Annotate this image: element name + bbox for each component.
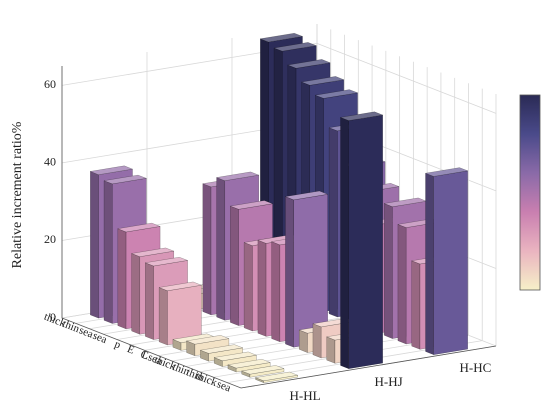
- bar-top: [130, 247, 175, 257]
- bar-side: [131, 253, 141, 335]
- bar-top: [286, 59, 332, 69]
- bar-front: [433, 170, 468, 355]
- bar-top: [144, 256, 189, 267]
- bar-side: [340, 117, 349, 370]
- axis-edge: [61, 66, 497, 389]
- bar-side: [230, 205, 239, 326]
- bar-top: [229, 200, 274, 210]
- bar-side: [158, 287, 168, 346]
- series-label: H-HL: [290, 388, 321, 403]
- bar-top: [158, 281, 203, 292]
- bar-side: [425, 172, 434, 356]
- bar-side: [103, 180, 113, 324]
- bar-top: [424, 167, 469, 177]
- bar-top: [89, 165, 134, 175]
- bar: [424, 167, 469, 356]
- bar-top: [284, 190, 329, 201]
- category-label: sea: [77, 324, 95, 340]
- bar-side: [90, 171, 99, 319]
- category-label: thin: [185, 366, 206, 384]
- bar-top: [185, 335, 230, 345]
- series-label: H-HC: [460, 360, 492, 375]
- bar-top: [199, 344, 244, 354]
- category-label: sea: [215, 378, 233, 394]
- bar: [284, 190, 329, 348]
- category-label: thin: [171, 361, 192, 379]
- bar-top: [215, 171, 260, 181]
- category-label: C: [139, 348, 150, 362]
- bar: [213, 351, 258, 367]
- bar-side: [216, 177, 226, 321]
- series-label: H-HJ: [375, 374, 403, 389]
- bar-side: [312, 323, 322, 359]
- bar-top: [213, 351, 258, 362]
- bar-front: [348, 114, 383, 369]
- bar-side: [145, 262, 154, 340]
- bar: [240, 365, 285, 378]
- bar-top: [226, 358, 272, 369]
- y-tick-label: 0: [50, 310, 56, 324]
- bar-side: [202, 183, 212, 316]
- category-label: thin: [61, 318, 82, 336]
- y-axis-label: Relative increment ratio%: [10, 121, 25, 268]
- category-label: sea: [91, 330, 109, 346]
- bar-side: [117, 228, 127, 330]
- y-tick-label: 60: [44, 77, 56, 91]
- bar: [158, 281, 203, 346]
- bar-top: [314, 89, 359, 99]
- bar-side: [285, 196, 294, 348]
- y-tick-label: 20: [44, 232, 56, 246]
- bar-top: [273, 42, 318, 52]
- bar-top: [339, 111, 384, 121]
- colorbar: [519, 94, 541, 291]
- bar-top: [300, 76, 345, 86]
- y-tick-label: 40: [44, 155, 56, 169]
- category-label: E: [125, 343, 136, 357]
- bar-side: [328, 127, 338, 318]
- bar-top: [116, 222, 162, 233]
- bar-side: [298, 329, 308, 353]
- bar-side: [397, 224, 407, 345]
- bar-top: [254, 371, 299, 382]
- bar-side: [257, 239, 267, 337]
- bar-top: [259, 32, 304, 43]
- bar: [339, 111, 384, 370]
- bar: [254, 371, 299, 384]
- bar-side: [243, 242, 253, 332]
- bar-side: [326, 336, 336, 364]
- bar-top: [240, 365, 285, 375]
- bar-side: [271, 241, 281, 343]
- bar-side: [411, 260, 421, 350]
- bar-side: [383, 203, 393, 339]
- bar-top: [103, 174, 148, 185]
- category-label: p: [113, 338, 123, 351]
